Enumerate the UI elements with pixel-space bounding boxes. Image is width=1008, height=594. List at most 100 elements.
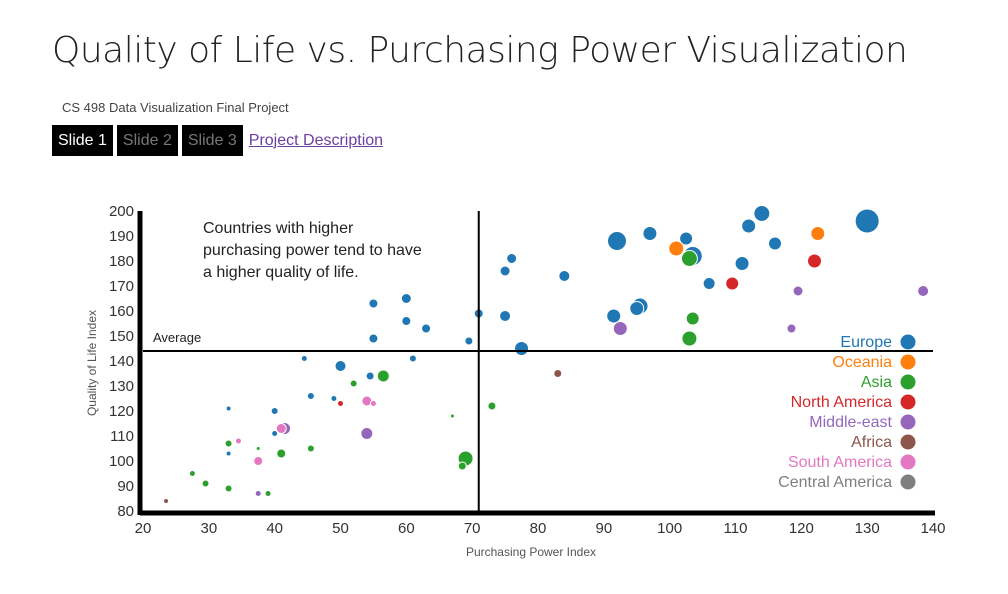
- point-europe[interactable]: [306, 392, 315, 400]
- point-europe[interactable]: [334, 360, 347, 372]
- point-europe[interactable]: [506, 253, 518, 264]
- legend-label-europe: Europe: [840, 334, 892, 351]
- point-asia[interactable]: [255, 446, 261, 451]
- point-europe[interactable]: [679, 231, 694, 246]
- point-europe[interactable]: [421, 323, 432, 334]
- point-europe[interactable]: [271, 430, 279, 437]
- legend-swatch-europe[interactable]: [900, 334, 916, 350]
- legend-swatch-north-america[interactable]: [900, 394, 916, 410]
- legend-swatch-africa[interactable]: [900, 434, 916, 450]
- point-africa[interactable]: [163, 498, 170, 504]
- point-middle-east[interactable]: [792, 285, 804, 297]
- point-asia[interactable]: [487, 401, 497, 411]
- point-europe[interactable]: [499, 265, 511, 277]
- legend-swatch-asia[interactable]: [900, 374, 916, 390]
- point-north-america[interactable]: [337, 400, 344, 407]
- point-europe[interactable]: [225, 450, 232, 457]
- point-south-america[interactable]: [253, 456, 264, 466]
- legend: Europe Oceania Asia North America Middle-eas…: [778, 334, 916, 491]
- x-tick-label: 100: [657, 520, 682, 537]
- x-tick-label: 140: [920, 520, 945, 537]
- point-europe[interactable]: [607, 231, 627, 251]
- legend-label-central-america: Central America: [778, 474, 892, 491]
- x-tick-label: 60: [398, 520, 415, 537]
- point-middle-east[interactable]: [360, 427, 374, 440]
- point-europe[interactable]: [225, 405, 232, 412]
- point-asia[interactable]: [680, 250, 698, 267]
- y-tick-label: 170: [109, 278, 134, 295]
- points-layer: [163, 205, 930, 504]
- point-asia[interactable]: [449, 413, 455, 419]
- point-asia[interactable]: [681, 330, 698, 347]
- point-europe[interactable]: [734, 256, 750, 271]
- annotation-line-1: Countries with higher: [203, 220, 354, 237]
- point-middle-east[interactable]: [612, 321, 628, 336]
- point-europe[interactable]: [768, 236, 782, 251]
- slide-nav: Slide 1 Slide 2 Slide 3 Project Descript…: [52, 125, 383, 156]
- point-africa[interactable]: [553, 369, 563, 378]
- legend-swatch-central-america[interactable]: [900, 474, 916, 490]
- point-south-america[interactable]: [369, 400, 377, 407]
- point-europe[interactable]: [365, 371, 375, 381]
- y-tick-label: 190: [109, 228, 134, 245]
- point-oceania[interactable]: [810, 226, 826, 241]
- slide-3-button[interactable]: Slide 3: [181, 125, 243, 156]
- point-oceania[interactable]: [668, 240, 685, 257]
- point-asia[interactable]: [685, 311, 700, 326]
- legend-label-north-america: North America: [791, 394, 892, 411]
- y-tick-label: 140: [109, 353, 134, 370]
- point-europe[interactable]: [514, 341, 530, 356]
- legend-swatch-south-america[interactable]: [900, 454, 916, 470]
- page-title: Quality of Life vs. Purchasing Power Vis…: [52, 30, 908, 71]
- point-europe[interactable]: [702, 277, 716, 290]
- point-south-america[interactable]: [275, 423, 287, 434]
- point-europe[interactable]: [300, 355, 308, 362]
- point-europe[interactable]: [270, 407, 279, 415]
- slide-1-button[interactable]: Slide 1: [52, 125, 113, 156]
- point-south-america[interactable]: [234, 437, 242, 445]
- point-asia[interactable]: [376, 369, 390, 383]
- point-europe[interactable]: [558, 270, 571, 282]
- legend-swatch-oceania[interactable]: [900, 354, 916, 370]
- legend-swatch-middle-east[interactable]: [900, 414, 916, 430]
- x-tick-label: 30: [200, 520, 217, 537]
- point-europe[interactable]: [400, 293, 412, 304]
- point-europe[interactable]: [606, 308, 622, 324]
- point-middle-east[interactable]: [254, 490, 262, 497]
- point-asia[interactable]: [224, 484, 233, 493]
- point-north-america[interactable]: [807, 253, 822, 269]
- point-asia[interactable]: [224, 439, 233, 448]
- point-europe[interactable]: [401, 316, 412, 326]
- point-asia[interactable]: [457, 461, 467, 471]
- point-europe[interactable]: [629, 301, 645, 316]
- point-asia[interactable]: [349, 379, 358, 388]
- y-tick-label: 100: [109, 453, 134, 470]
- point-europe[interactable]: [499, 310, 512, 322]
- point-north-america[interactable]: [725, 276, 740, 291]
- y-tick-label: 120: [109, 403, 134, 420]
- axes-layer: 20 30 40 50 60 70 80 90 100 110 120 130 140 80 90 100 11…: [109, 203, 946, 537]
- point-europe[interactable]: [330, 395, 338, 402]
- point-europe[interactable]: [464, 336, 474, 346]
- x-tick-label: 20: [135, 520, 152, 537]
- point-asia[interactable]: [306, 444, 315, 453]
- point-asia[interactable]: [264, 490, 272, 497]
- point-middle-east[interactable]: [917, 285, 930, 297]
- point-europe[interactable]: [368, 333, 379, 344]
- point-europe[interactable]: [642, 226, 658, 241]
- point-middle-east[interactable]: [786, 323, 797, 334]
- point-asia[interactable]: [188, 470, 196, 477]
- point-europe[interactable]: [368, 298, 379, 309]
- average-label: Average: [153, 330, 201, 345]
- point-europe[interactable]: [741, 218, 757, 234]
- legend-label-asia: Asia: [861, 374, 892, 391]
- point-asia[interactable]: [276, 448, 287, 459]
- slide-2-button[interactable]: Slide 2: [116, 125, 178, 156]
- point-europe[interactable]: [753, 205, 771, 222]
- point-europe[interactable]: [408, 354, 417, 363]
- point-asia[interactable]: [201, 479, 210, 488]
- project-description-link[interactable]: Project Description: [248, 131, 384, 149]
- legend-label-oceania: Oceania: [832, 354, 892, 371]
- point-europe[interactable]: [854, 208, 880, 234]
